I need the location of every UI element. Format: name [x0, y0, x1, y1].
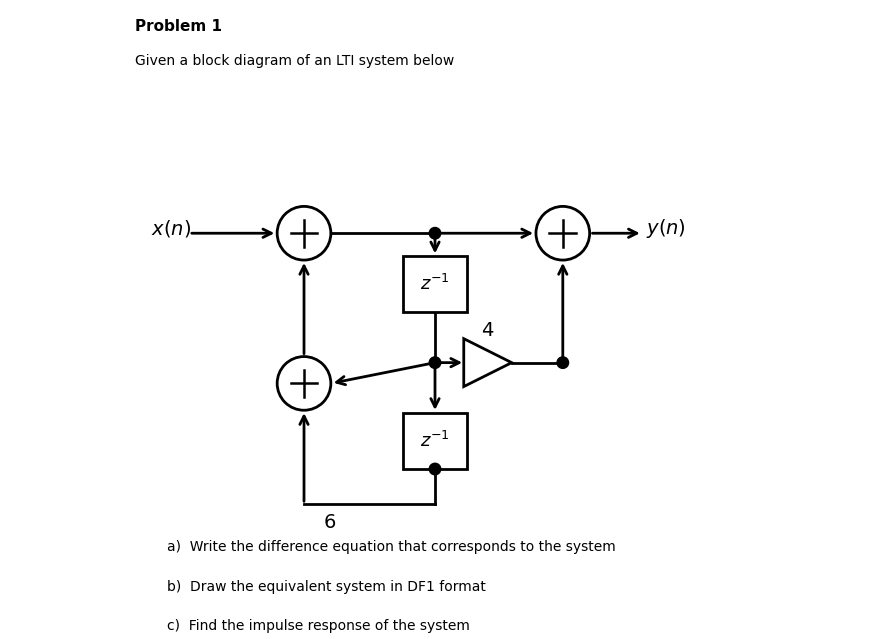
- Text: c)  Find the impulse response of the system: c) Find the impulse response of the syst…: [167, 619, 469, 633]
- Circle shape: [428, 227, 441, 239]
- Text: Given a block diagram of an LTI system below: Given a block diagram of an LTI system b…: [135, 54, 454, 68]
- Circle shape: [556, 357, 568, 368]
- Text: Problem 1: Problem 1: [135, 19, 222, 34]
- Bar: [402, 413, 467, 469]
- Text: $z^{-1}$: $z^{-1}$: [420, 274, 449, 295]
- Text: $x(n)$: $x(n)$: [150, 218, 190, 238]
- Circle shape: [428, 463, 441, 475]
- Text: b)  Draw the equivalent system in DF1 format: b) Draw the equivalent system in DF1 for…: [167, 580, 485, 594]
- Bar: [402, 256, 467, 312]
- Text: 4: 4: [481, 321, 494, 340]
- Circle shape: [428, 357, 441, 368]
- Text: $z^{-1}$: $z^{-1}$: [420, 431, 449, 451]
- Text: $y(n)$: $y(n)$: [645, 217, 685, 240]
- Text: 6: 6: [323, 512, 335, 532]
- Text: a)  Write the difference equation that corresponds to the system: a) Write the difference equation that co…: [167, 540, 614, 554]
